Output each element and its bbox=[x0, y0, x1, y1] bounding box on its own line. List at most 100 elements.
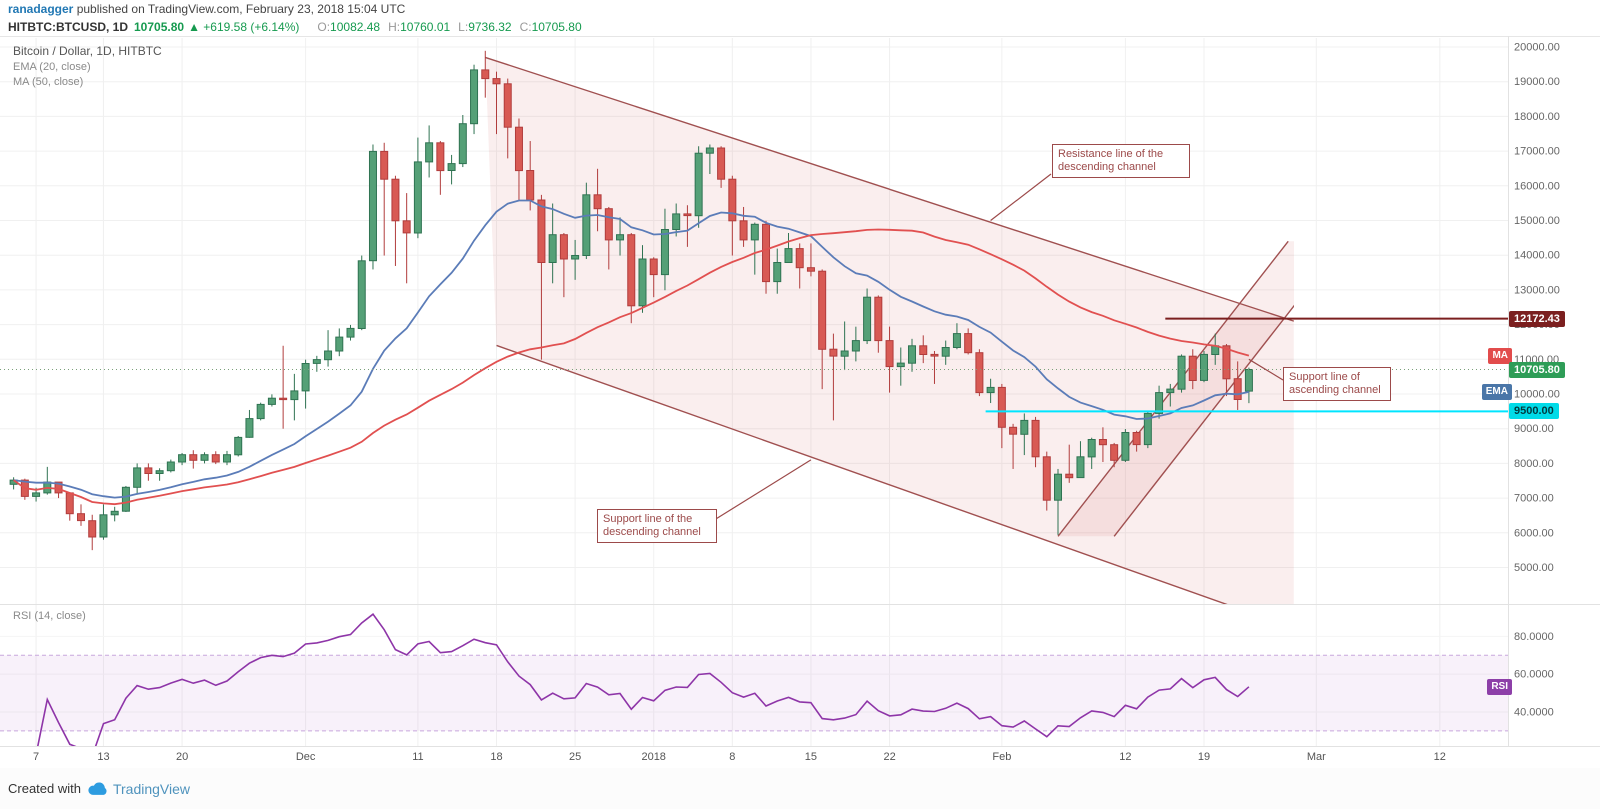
time-tick-label: 19 bbox=[1198, 751, 1210, 763]
tradingview-brand-link[interactable]: TradingView bbox=[112, 780, 191, 797]
price-tick-label: 18000.00 bbox=[1514, 111, 1560, 123]
candle-body bbox=[481, 69, 490, 80]
candle-body bbox=[616, 234, 625, 241]
price-badge-support: 9500.00 bbox=[1509, 403, 1559, 419]
candle-body bbox=[593, 194, 602, 210]
time-tick-label: Dec bbox=[296, 751, 316, 763]
candle-body bbox=[312, 359, 321, 364]
ema20-line bbox=[13, 199, 1250, 499]
ma50-line bbox=[13, 228, 1250, 506]
candle-body bbox=[908, 345, 917, 364]
last-price: 10705.80 bbox=[134, 20, 185, 34]
candle-body bbox=[32, 492, 41, 497]
candle-body bbox=[1222, 345, 1231, 380]
high-value: 10760.01 bbox=[400, 20, 451, 34]
close-value: 10705.80 bbox=[531, 20, 582, 34]
candle-body bbox=[717, 147, 726, 180]
time-tick-label: 20 bbox=[176, 751, 188, 763]
callout-resistance-descending-channel: Resistance line of the descending channe… bbox=[1052, 144, 1190, 178]
price-tick-label: 10000.00 bbox=[1514, 389, 1560, 401]
time-tick-label: 8 bbox=[729, 751, 735, 763]
candle-body bbox=[1054, 473, 1063, 501]
candle-body bbox=[99, 514, 108, 538]
attribution-text: published on TradingView.com, February 2… bbox=[73, 2, 406, 16]
candle-body bbox=[245, 418, 254, 438]
time-tick-label: 25 bbox=[569, 751, 581, 763]
time-tick-label: 2018 bbox=[641, 751, 665, 763]
candle-body bbox=[750, 223, 759, 241]
close-label: C: bbox=[519, 20, 532, 34]
time-tick-label: 12 bbox=[1434, 751, 1446, 763]
rsi-pane[interactable] bbox=[0, 613, 1508, 768]
candle-body bbox=[514, 126, 523, 172]
candle-body bbox=[1121, 432, 1130, 461]
candle-body bbox=[1009, 426, 1018, 435]
price-tick-label: 17000.00 bbox=[1514, 146, 1560, 158]
open-label: O: bbox=[317, 20, 331, 34]
descending-channel-upper-line bbox=[485, 56, 1294, 322]
candle-body bbox=[604, 208, 613, 241]
candle-body bbox=[402, 220, 411, 234]
callout-pointer bbox=[710, 459, 812, 523]
candle-body bbox=[1166, 388, 1175, 394]
price-tick-label: 6000.00 bbox=[1514, 527, 1554, 539]
candle-body bbox=[1143, 412, 1152, 446]
candle-body bbox=[256, 403, 265, 420]
chart-canvas[interactable]: 5000.00 6000.00 7000.00 8000.00 9000.00 10000… bbox=[0, 36, 1600, 768]
candle-body bbox=[279, 397, 288, 401]
candle-body bbox=[559, 234, 568, 260]
time-axis[interactable]: 7 13 20 Dec 11 18 25 2018 8 15 22 Feb 12 19 Mar 12 bbox=[33, 751, 1446, 763]
author-link[interactable]: ranadagger bbox=[8, 2, 74, 16]
price-axis[interactable]: 5000.00 6000.00 7000.00 8000.00 9000.00 10000… bbox=[1514, 42, 1560, 719]
price-tick-label: 19000.00 bbox=[1514, 76, 1560, 88]
time-tick-label: 7 bbox=[33, 751, 39, 763]
footer: Created with TradingView bbox=[0, 768, 1600, 809]
symbol-bar: HITBTC:BTCUSD, 1D 10705.80 ▲ +619.58 (+6.1… bbox=[0, 18, 1600, 36]
candle-body bbox=[672, 213, 681, 230]
candle-body bbox=[773, 262, 782, 283]
candle-body bbox=[930, 353, 939, 357]
ascending-channel-lower-line bbox=[1113, 304, 1294, 537]
candle-body bbox=[88, 520, 97, 538]
candle-body bbox=[503, 83, 512, 128]
candle-body bbox=[178, 454, 187, 463]
callout-support-descending-channel: Support line of the descending channel bbox=[597, 509, 717, 543]
candle-body bbox=[1031, 419, 1040, 458]
rsi-tick-label: 60.0000 bbox=[1514, 669, 1554, 681]
candle-body bbox=[76, 513, 85, 522]
descending-channel-lower-line bbox=[496, 344, 1228, 604]
candle-body bbox=[458, 123, 467, 165]
candle-body bbox=[896, 362, 905, 368]
rsi-tick-label: 80.0000 bbox=[1514, 631, 1554, 643]
main-pane[interactable] bbox=[0, 50, 1508, 551]
ascending-channel-fill bbox=[1058, 241, 1294, 537]
candle-body bbox=[189, 454, 198, 461]
price-tick-label: 8000.00 bbox=[1514, 458, 1554, 470]
candle-body bbox=[941, 347, 950, 357]
candle-body bbox=[1155, 392, 1164, 414]
candle-body bbox=[144, 467, 153, 474]
candle-body bbox=[267, 397, 276, 405]
candle-body bbox=[840, 350, 849, 357]
callout-pointer bbox=[990, 173, 1052, 221]
time-tick-label: 18 bbox=[490, 751, 502, 763]
candle-body bbox=[582, 194, 591, 257]
callout-pointers bbox=[710, 173, 1284, 523]
candle-body bbox=[885, 340, 894, 368]
legend-ema: EMA (20, close) bbox=[13, 61, 91, 73]
candle-body bbox=[301, 363, 310, 392]
candle-body bbox=[795, 248, 804, 269]
candle-body bbox=[1065, 473, 1074, 479]
created-with-text: Created with bbox=[8, 781, 81, 796]
callout-support-ascending-channel: Support line of ascending channel bbox=[1283, 367, 1391, 401]
candle-body bbox=[818, 270, 827, 350]
candle-body bbox=[784, 248, 793, 264]
candle-body bbox=[762, 223, 771, 283]
candle-body bbox=[436, 142, 445, 172]
candle-body bbox=[1020, 419, 1029, 435]
ma-badge: MA bbox=[1488, 348, 1512, 364]
candle-body bbox=[1188, 355, 1197, 382]
change-value: +619.58 (+6.14%) bbox=[203, 20, 300, 34]
time-tick-label: 22 bbox=[883, 751, 895, 763]
candle-body bbox=[290, 390, 299, 401]
